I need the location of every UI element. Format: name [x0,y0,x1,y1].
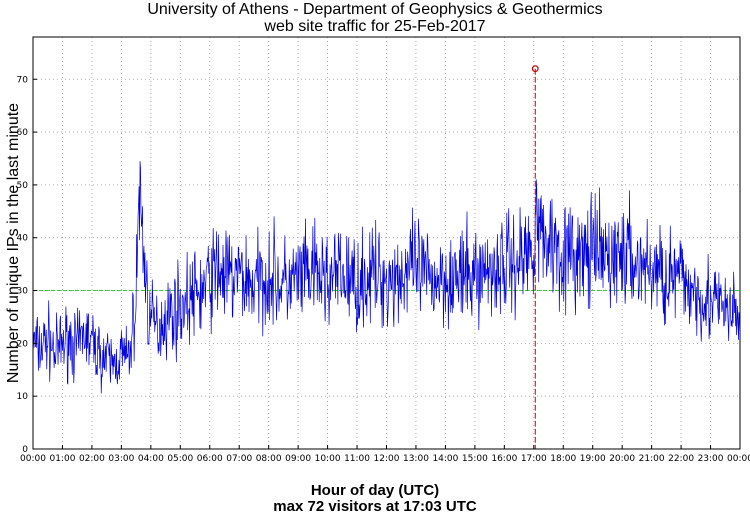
y-tick-label: 10 [17,392,29,402]
chart-title: University of Athens - Department of Geo… [147,1,603,18]
x-tick-label: 22:00 [668,454,694,464]
x-tick-label: 10:00 [315,454,341,464]
x-tick-label: 00:00 [727,454,750,464]
x-tick-label: 23:00 [698,454,724,464]
x-axis-ticks: 00:00 01:00 02:00 03:00 04:00 05:00 06:00 07:00… [20,445,750,464]
x-tick-label: 11:00 [344,454,370,464]
x-tick-label: 08:00 [256,454,282,464]
x-tick-label: 20:00 [609,454,635,464]
x-tick-label: 12:00 [374,454,400,464]
x-tick-label: 01:00 [49,454,75,464]
x-tick-label: 13:00 [403,454,429,464]
y-tick-label: 70 [17,75,29,85]
y-tick-label: 0 [22,445,28,455]
x-tick-label: 18:00 [550,454,576,464]
x-tick-label: 17:00 [521,454,547,464]
x-tick-label: 02:00 [79,454,105,464]
x-axis-label: Hour of day (UTC) [310,482,440,499]
x-tick-label: 16:00 [491,454,517,464]
x-tick-label: 14:00 [432,454,458,464]
x-tick-label: 05:00 [167,454,193,464]
y-axis-label: Number of unique IPs in the last minute [5,103,22,383]
x-tick-label: 03:00 [108,454,134,464]
x-tick-label: 21:00 [639,454,665,464]
chart-subtitle: web site traffic for 25-Feb-2017 [264,18,486,35]
y-tick-label: 20 [17,339,29,349]
plot-frame [32,36,741,450]
max-annotation: max 72 visitors at 17:03 UTC [273,498,477,515]
max-marker-point [531,65,539,73]
x-tick-label: 00:00 [20,454,46,464]
y-tick-label: 50 [17,181,29,191]
x-tick-label: 06:00 [197,454,223,464]
y-axis-ticks: 0 10 20 30 40 50 60 70 [17,75,37,455]
traffic-line [32,161,741,394]
x-tick-label: 15:00 [462,454,488,464]
y-tick-label: 60 [17,128,29,138]
x-tick-label: 09:00 [285,454,311,464]
x-tick-label: 07:00 [226,454,252,464]
x-tick-label: 19:00 [580,454,606,464]
y-tick-label: 40 [17,234,29,244]
grid-lines [33,37,740,449]
traffic-series [32,161,741,394]
y-tick-label: 30 [17,287,29,297]
max-marker [531,65,539,449]
x-tick-label: 04:00 [138,454,164,464]
